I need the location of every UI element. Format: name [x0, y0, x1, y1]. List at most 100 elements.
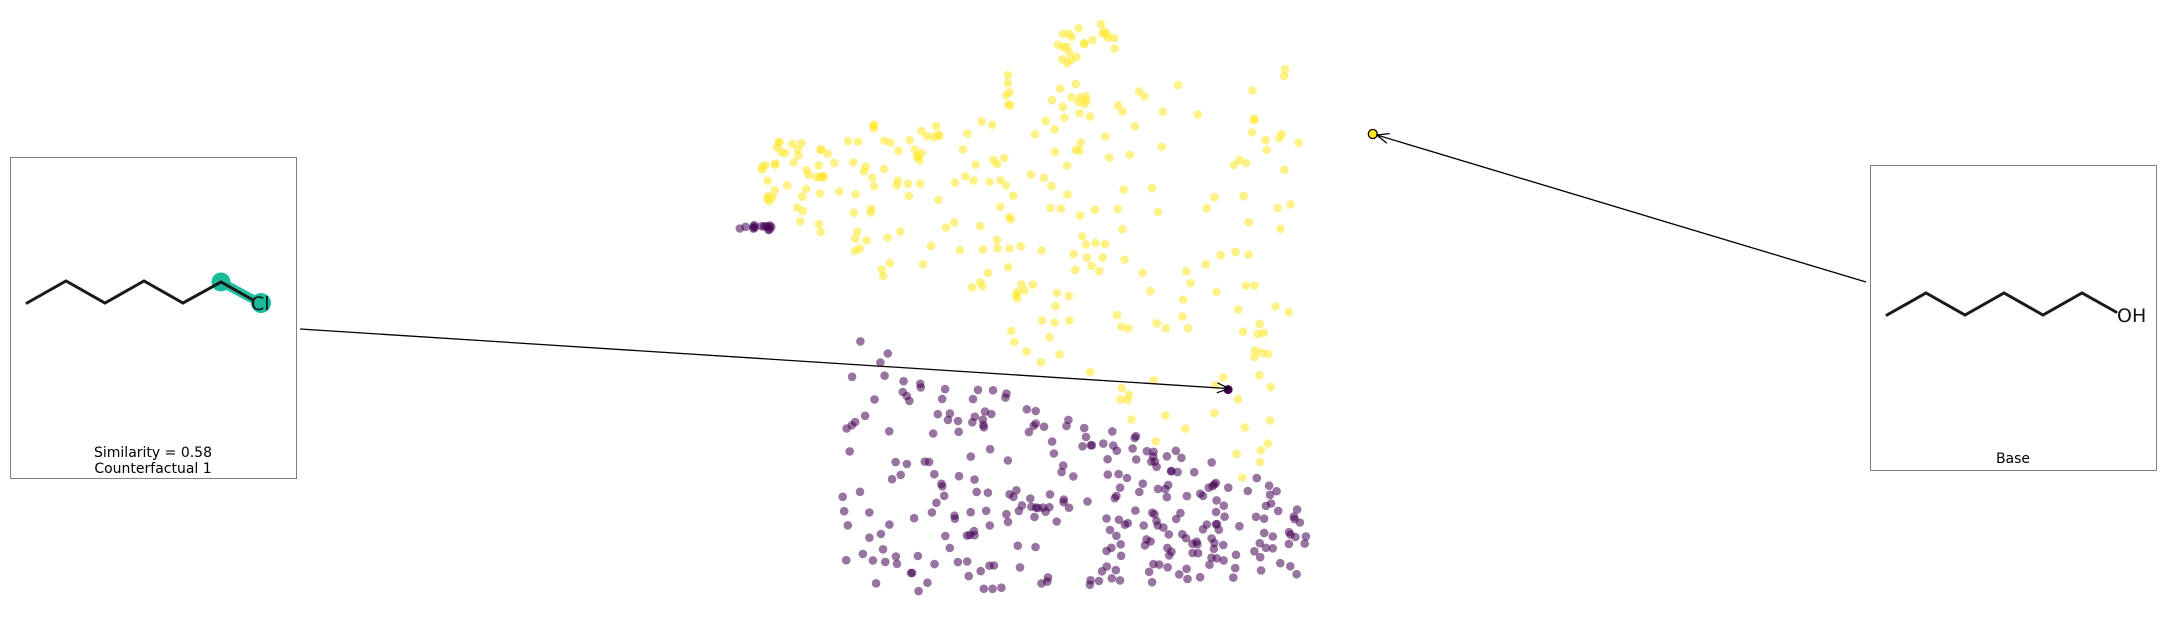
scatter-point — [1177, 453, 1186, 463]
scatter-point — [987, 120, 997, 130]
scatter-point — [1001, 393, 1010, 402]
scatter-point — [1231, 247, 1240, 257]
scatter-point — [1024, 427, 1034, 437]
scatter-point — [1067, 93, 1076, 102]
scatter-point — [1005, 212, 1014, 222]
scatter-point — [1212, 287, 1221, 297]
scatter-point — [1294, 138, 1303, 147]
scatter-point — [1026, 170, 1036, 179]
scatter-point — [894, 146, 903, 156]
scatter-point — [1280, 64, 1290, 74]
scatter-point — [1193, 540, 1202, 549]
scatter-point — [1124, 324, 1133, 333]
scatter-point — [1065, 316, 1074, 325]
scatter-point — [860, 411, 870, 421]
scatter-point — [988, 584, 997, 594]
scatter-point — [1233, 305, 1243, 314]
scatter-point — [966, 507, 975, 517]
scatter-point — [954, 427, 963, 437]
scatter-point — [1078, 442, 1087, 451]
scatter-point — [896, 227, 905, 236]
scatter-point — [855, 244, 865, 253]
scatter-point — [1186, 278, 1195, 288]
scatter-point — [1272, 486, 1281, 496]
scatter-point — [1138, 479, 1148, 489]
scatter-point — [867, 173, 877, 183]
scatter-point — [815, 189, 825, 198]
scatter-point — [865, 533, 874, 542]
scatter-point — [1064, 291, 1074, 301]
scatter-point — [1043, 577, 1052, 586]
scatter-point — [1279, 71, 1289, 81]
scatter-point — [1250, 547, 1259, 556]
scatter-point — [1091, 238, 1100, 248]
scatter-point — [939, 491, 949, 501]
scatter-point — [1099, 439, 1108, 448]
scatter-point — [891, 552, 901, 561]
scatter-point — [1041, 116, 1050, 126]
scatter-point — [892, 181, 901, 190]
scatter-point — [1229, 160, 1239, 170]
scatter-point — [838, 492, 847, 502]
scatter-point — [1219, 556, 1228, 565]
scatter-point — [1255, 457, 1265, 467]
scatter-point — [1103, 33, 1113, 43]
scatter-point — [1237, 473, 1247, 482]
scatter-point — [1100, 239, 1110, 249]
scatter-point — [1265, 490, 1275, 500]
scatter-point — [918, 259, 928, 269]
scatter-point — [1060, 113, 1069, 122]
scatter-point — [933, 195, 943, 205]
scatter-point — [949, 218, 959, 227]
scatter-point — [1103, 470, 1113, 479]
scatter-point — [1111, 565, 1121, 575]
scatter-point — [972, 487, 981, 497]
scatter-point — [1105, 525, 1115, 535]
scatter-point — [1110, 44, 1119, 53]
scatter-point — [1050, 318, 1059, 327]
scatter-point — [1036, 357, 1046, 367]
scatter-point — [1181, 267, 1191, 276]
scatter-point — [940, 384, 950, 394]
scatter-point — [1076, 138, 1085, 147]
scatter-point — [1250, 352, 1259, 362]
scatter-point — [1017, 501, 1027, 510]
base-arrow — [1377, 135, 1867, 283]
scatter-point — [839, 506, 849, 516]
scatter-point — [987, 409, 996, 419]
scatter-point — [1231, 550, 1241, 560]
scatter-point — [1094, 266, 1104, 276]
scatter-point — [1113, 101, 1123, 110]
scatter-point — [886, 138, 895, 148]
scatter-point — [1114, 469, 1123, 479]
scatter-point — [1147, 184, 1157, 193]
scatter-point — [1173, 467, 1182, 477]
scatter-point — [1081, 91, 1091, 101]
scatter-point — [1255, 552, 1265, 562]
scatter-point — [816, 227, 826, 237]
scatter-point — [1255, 319, 1264, 329]
scatter-point — [992, 159, 1002, 169]
scatter-point — [945, 543, 955, 553]
scatter-point — [1104, 153, 1114, 162]
scatter-point — [1216, 250, 1225, 260]
scatter-point — [1224, 483, 1233, 493]
scatter-point — [851, 190, 860, 199]
scatter-point — [774, 137, 784, 147]
scatter-point — [1005, 244, 1014, 253]
scatter-point — [892, 559, 902, 569]
scatter-point — [1261, 543, 1271, 553]
scatter-point — [966, 452, 976, 461]
scatter-point — [818, 171, 828, 180]
scatter-point — [1049, 449, 1059, 458]
scatter-point — [999, 153, 1009, 163]
scatter-point — [1071, 79, 1081, 89]
scatter-point — [1134, 87, 1144, 96]
scatter-point — [782, 181, 792, 190]
scatter-point — [1120, 255, 1129, 264]
scatter-point — [1114, 515, 1124, 524]
scatter-point — [865, 508, 874, 517]
scatter-point — [1052, 288, 1062, 298]
scatter-point — [1115, 483, 1125, 493]
scatter-point — [1127, 415, 1136, 424]
